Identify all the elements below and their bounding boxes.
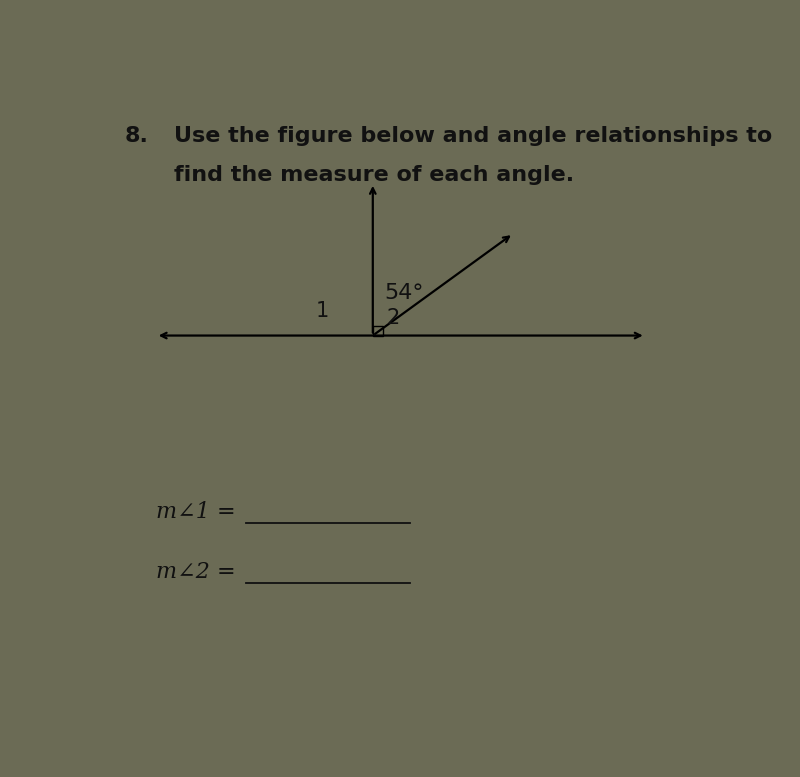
Text: Use the figure below and angle relationships to: Use the figure below and angle relations… — [174, 126, 773, 146]
Text: 2: 2 — [386, 308, 400, 329]
Text: 54°: 54° — [384, 283, 423, 303]
Text: 1: 1 — [316, 301, 330, 321]
Text: m∠2 =: m∠2 = — [156, 561, 235, 583]
Text: m∠1 =: m∠1 = — [156, 501, 235, 523]
Text: 8.: 8. — [125, 126, 149, 146]
Text: find the measure of each angle.: find the measure of each angle. — [174, 165, 574, 185]
